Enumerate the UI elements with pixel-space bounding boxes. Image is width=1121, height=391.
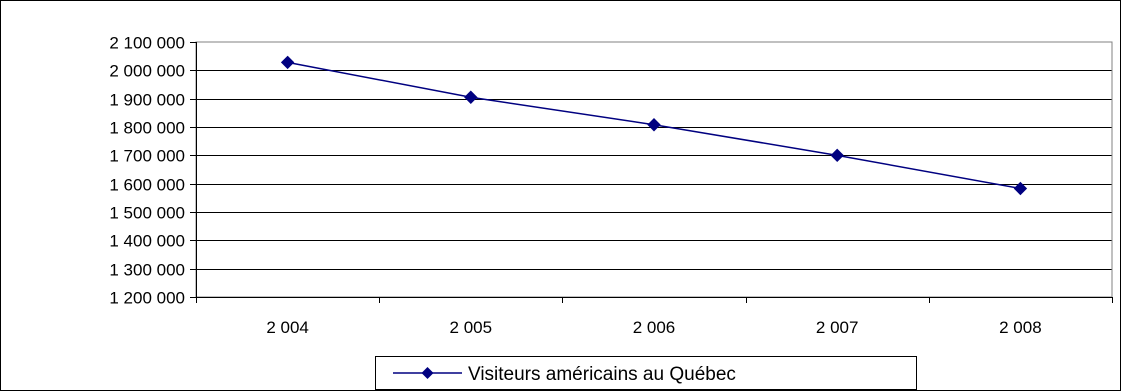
data-point-0-1 bbox=[464, 90, 478, 104]
legend-label: Visiteurs américains au Québec bbox=[468, 364, 736, 385]
x-tick-labels: 2 004 2 005 2 006 2 007 2 008 bbox=[266, 318, 1041, 337]
x-tick-label-3: 2 007 bbox=[816, 318, 859, 337]
x-tick-label-4: 2 008 bbox=[999, 318, 1042, 337]
y-tick-labels: 1 200 000 1 300 000 1 400 000 1 500 000 1 60… bbox=[109, 34, 185, 308]
legend-diamond-marker bbox=[421, 367, 434, 379]
x-tick-label-2: 2 006 bbox=[633, 318, 676, 337]
data-point-0-3 bbox=[830, 148, 844, 163]
legend: Visiteurs américains au Québec bbox=[375, 356, 917, 390]
x-tick-label-0: 2 004 bbox=[266, 318, 309, 337]
y-tick-label-7: 1 900 000 bbox=[109, 91, 185, 110]
data-point-0-4 bbox=[1013, 181, 1028, 196]
data-point-0-2 bbox=[647, 118, 661, 132]
y-tick-label-9: 2 100 000 bbox=[109, 34, 185, 53]
y-tick-label-1: 1 300 000 bbox=[109, 261, 185, 280]
y-tick-label-5: 1 700 000 bbox=[109, 147, 185, 166]
legend-box bbox=[375, 356, 917, 390]
y-tick-label-6: 1 800 000 bbox=[109, 119, 185, 138]
y-tick-label-4: 1 600 000 bbox=[109, 176, 185, 195]
y-tick-label-8: 2 000 000 bbox=[109, 62, 185, 81]
y-tick-label-3: 1 500 000 bbox=[109, 204, 185, 223]
y-tick-label-0: 1 200 000 bbox=[109, 289, 185, 308]
y-tick-label-2: 1 400 000 bbox=[109, 232, 185, 251]
data-point-0-0 bbox=[280, 55, 295, 70]
series-layer bbox=[280, 55, 1028, 196]
axes bbox=[190, 42, 1113, 303]
x-tick-label-1: 2 005 bbox=[450, 318, 493, 337]
